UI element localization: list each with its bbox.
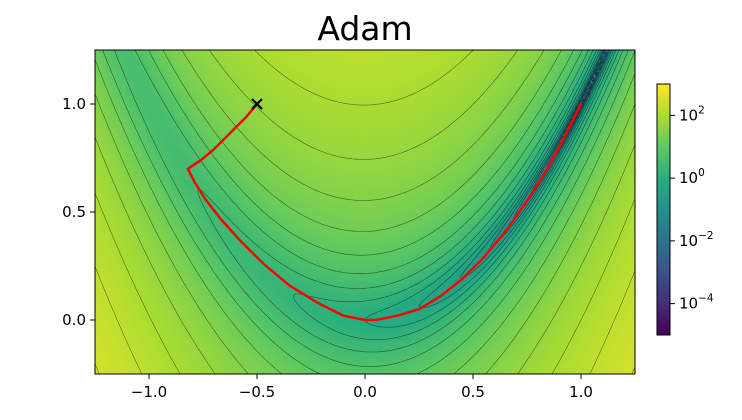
y-tick-label: 1.0 [62,95,86,113]
chart-title: Adam [317,9,412,48]
optimization-path [186,103,583,322]
y-tick-label: 0.0 [62,311,86,329]
x-tick-label: 1.0 [569,383,593,401]
x-tick-label: −1.0 [131,383,167,401]
x-tick-label: 0.5 [461,383,485,401]
colorbar-tick-exponent: −2 [698,230,713,242]
colorbar-tick-label: 100 [679,167,705,187]
plot-area [94,49,636,375]
colorbar: 10−4 10−2 100 102 [656,83,714,336]
x-axis: −1.0 −0.5 0.0 0.5 1.0 [131,374,593,401]
y-axis: 0.0 0.5 1.0 [62,95,95,329]
colorbar-tick-exponent: 0 [698,167,705,179]
colorbar-tick-label: 10−4 [679,293,714,313]
x-tick-label: −0.5 [239,383,275,401]
colorbar-tick-exponent: 2 [698,104,705,116]
colorbar-tick-exponent: −4 [698,293,714,305]
y-tick-label: 0.5 [62,203,86,221]
start-marker [251,98,263,110]
colorbar-tick-label: 102 [679,104,705,124]
loss-heatmap [95,50,635,374]
colorbar-gradient [656,83,671,336]
x-tick-label: 0.0 [353,383,377,401]
colorbar-ticks: 10−4 10−2 100 102 [670,104,714,313]
colorbar-tick-label: 10−2 [679,230,714,250]
